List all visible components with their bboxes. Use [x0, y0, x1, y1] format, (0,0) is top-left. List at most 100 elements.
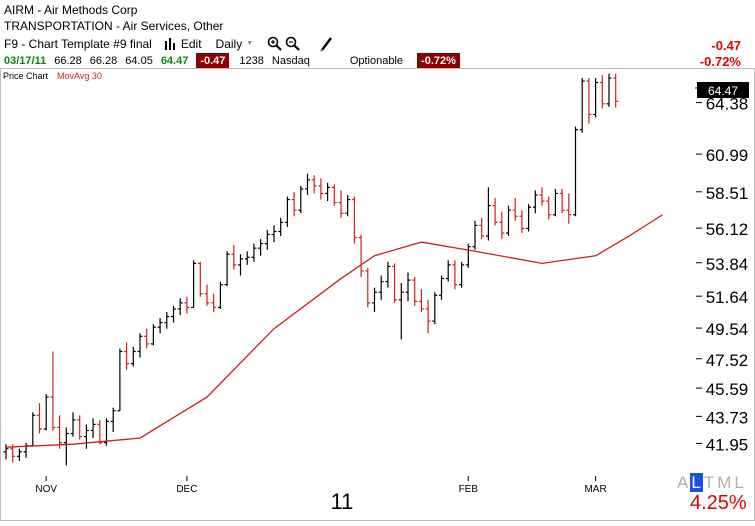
quote-low: 64.05 — [125, 55, 153, 67]
price-bar — [150, 324, 156, 346]
price-bar — [345, 194, 351, 217]
price-bar — [425, 299, 431, 334]
price-bar — [117, 348, 123, 412]
x-tick-label: MAR — [584, 484, 606, 495]
tab-l[interactable]: L — [690, 473, 703, 492]
price-bar — [238, 254, 243, 276]
price-bar — [331, 184, 337, 206]
price-bar — [532, 190, 538, 214]
price-bar — [211, 293, 217, 312]
price-bar — [70, 412, 76, 437]
price-bar — [37, 403, 42, 434]
last-price-label: 64.47 — [708, 84, 738, 98]
tab-m[interactable]: M — [717, 473, 733, 492]
price-bar — [385, 261, 391, 288]
price-bar — [351, 196, 357, 244]
legend-price-chart: Price Chart — [3, 71, 49, 81]
price-bar — [157, 318, 163, 334]
price-bar — [398, 283, 404, 340]
y-tick-label: 43.73 — [706, 408, 749, 427]
price-chart[interactable]: Price Chart MovAvg 30 64.38 60.99 58.51 56.… — [0, 68, 755, 521]
price-bar — [278, 217, 284, 237]
price-bar — [284, 196, 290, 227]
price-bar — [110, 407, 116, 433]
zoom-out-icon[interactable] — [285, 36, 301, 52]
edit-button[interactable]: Edit — [164, 36, 202, 52]
big-pct-change: 4.25% — [690, 492, 747, 514]
price-bar — [432, 292, 438, 325]
period-label: Daily — [215, 37, 243, 51]
y-tick-label: 56.12 — [706, 220, 749, 239]
price-bar — [305, 173, 310, 195]
chevron-down-icon: ▼ — [246, 40, 254, 47]
price-bar — [372, 287, 377, 312]
price-bar — [83, 424, 89, 449]
price-bar — [452, 260, 458, 290]
quote-close: 64.47 — [160, 55, 189, 67]
price-bar — [559, 188, 565, 214]
movavg-line — [5, 214, 663, 448]
x-tick-label: DEC — [176, 484, 197, 495]
zoom-in-icon[interactable] — [267, 36, 283, 52]
price-bar — [258, 239, 264, 256]
price-bar — [43, 394, 49, 431]
template-label[interactable]: F9 - Chart Template #9 final — [4, 37, 152, 51]
y-tick-label: 45.59 — [706, 380, 749, 399]
price-bar — [197, 261, 203, 297]
quote-change: -0.47 — [196, 53, 230, 69]
last-price-badge — [697, 82, 749, 98]
price-bar — [318, 178, 324, 200]
price-bar — [50, 351, 56, 431]
y-tick-label: 41.95 — [706, 435, 749, 454]
price-bar — [124, 342, 130, 370]
price-bar — [164, 311, 170, 329]
price-chart-svg: Price Chart MovAvg 30 64.38 60.99 58.51 56.… — [0, 68, 755, 521]
price-bar — [251, 243, 257, 262]
price-bar — [606, 73, 612, 107]
price-bar — [459, 261, 465, 288]
price-bar — [204, 284, 210, 306]
price-bar — [613, 73, 619, 108]
pencil-icon[interactable] — [319, 36, 333, 52]
period-dropdown[interactable]: Daily ▼ — [216, 36, 254, 52]
x-tick-label: NOV — [35, 484, 57, 495]
price-bar — [586, 78, 592, 124]
price-bar — [271, 225, 277, 243]
price-bar — [311, 175, 317, 194]
sector-label: TRANSPORTATION - Air Services, Other — [4, 19, 224, 33]
price-bar — [291, 191, 297, 217]
tab-l2[interactable]: L — [734, 473, 745, 492]
legend-movavg: MovAvg 30 — [57, 71, 102, 81]
price-bar — [171, 305, 176, 323]
price-bar — [16, 448, 22, 461]
price-bar — [599, 74, 605, 109]
price-bar — [526, 204, 532, 232]
tab-a[interactable]: A — [677, 473, 690, 492]
quote-date: 03/17/11 — [4, 55, 47, 67]
price-bar — [378, 275, 384, 300]
price-bar — [593, 78, 599, 118]
price-bar — [57, 415, 63, 449]
price-bar — [217, 281, 223, 309]
right-change: -0.47 — [711, 38, 741, 53]
tab-t[interactable]: T — [703, 473, 716, 492]
quote-pct-change: -0.72% — [417, 53, 460, 69]
price-bar — [573, 126, 578, 217]
x-tick-label: FEB — [459, 484, 479, 495]
price-bar — [412, 277, 418, 306]
price-bar — [392, 263, 398, 303]
optionable-label: Optionable — [349, 55, 404, 67]
price-bar — [325, 182, 331, 202]
toolbar: F9 - Chart Template #9 final Edit Daily … — [4, 36, 333, 52]
price-bar — [512, 198, 518, 221]
quote-high: 66.28 — [89, 55, 118, 67]
price-bar — [191, 260, 197, 309]
price-bar — [485, 187, 491, 241]
y-tick-label: 49.54 — [706, 320, 749, 339]
edit-label: Edit — [180, 37, 202, 51]
quote-volume: 1238 — [239, 55, 264, 67]
price-bar — [130, 346, 136, 367]
price-bar — [546, 196, 552, 220]
y-tick-label: 58.51 — [706, 184, 749, 203]
